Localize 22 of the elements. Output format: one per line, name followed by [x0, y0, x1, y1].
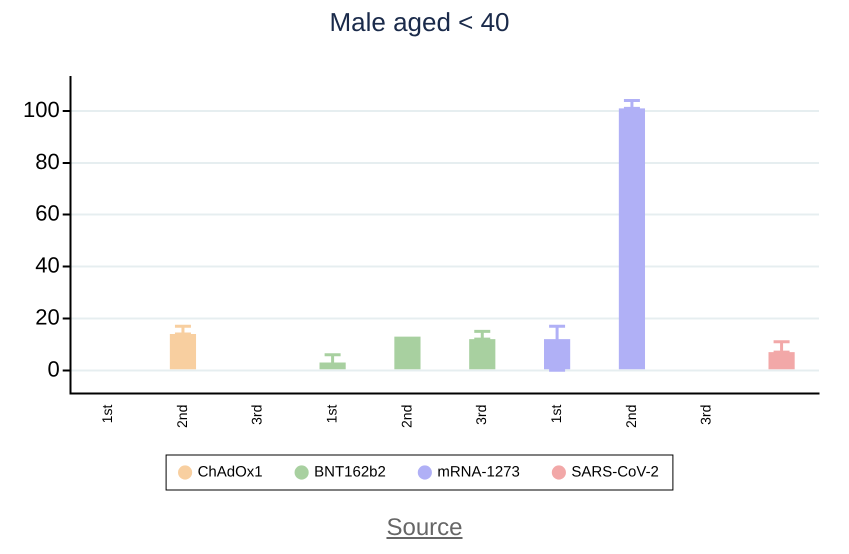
x-tick-label: 2nd: [174, 404, 190, 428]
x-tick-label: 1st: [548, 404, 564, 424]
x-tick-label: 2nd: [622, 404, 639, 428]
legend-label: ChAdOx1: [198, 464, 263, 481]
legend-label: SARS-CoV-2: [571, 464, 659, 481]
chart-title: Male aged < 40: [330, 6, 510, 37]
x-tick-label: 3rd: [698, 404, 714, 425]
y-tick-label: 100: [22, 96, 60, 122]
y-tick-label: 60: [35, 200, 60, 226]
y-tick-label: 40: [35, 252, 60, 278]
bar: [394, 336, 421, 370]
y-tick-label: 80: [35, 148, 60, 174]
y-tick-label: 20: [35, 304, 60, 330]
x-tick-label: 1st: [323, 404, 340, 424]
text: Source: [385, 514, 464, 542]
x-tick-label: 3rd: [248, 404, 265, 425]
x-tick-label: 3rd: [473, 404, 490, 425]
x-tick-label: 2nd: [398, 404, 414, 428]
legend-label: mRNA-1273: [437, 464, 520, 481]
x-tick-label: 1st: [98, 404, 115, 424]
y-tick-label: 0: [47, 356, 60, 382]
legend-label: BNT162b2: [314, 464, 386, 481]
